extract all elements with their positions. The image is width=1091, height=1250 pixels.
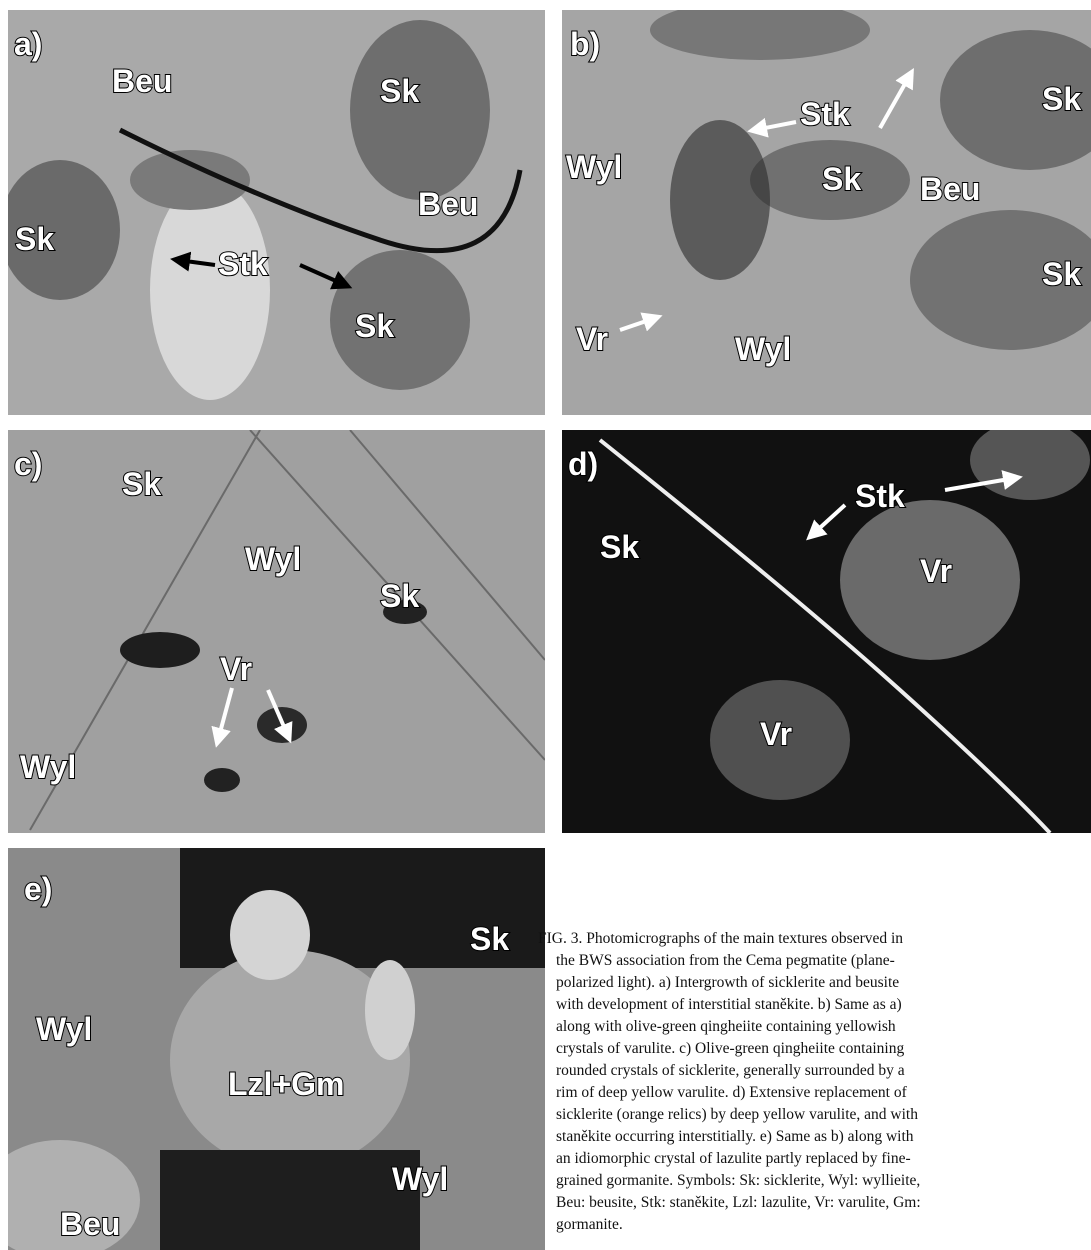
photo-c: [8, 430, 545, 833]
mineral-label: Stk: [218, 246, 268, 282]
mineral-label: Sk: [822, 161, 861, 197]
mineral-label: Vr: [220, 651, 252, 687]
caption-line: staněkite occurring interstitially. e) S…: [556, 1128, 914, 1145]
caption-line: grained gormanite. Symbols: Sk: sickleri…: [556, 1172, 920, 1189]
mineral-label: Vr: [760, 716, 792, 752]
caption-line: the BWS association from the Cema pegmat…: [556, 952, 895, 969]
caption-line: with development of interstitial staněki…: [556, 996, 902, 1013]
mineral-label: Sk: [1042, 256, 1081, 292]
mineral-label: Wyl: [735, 331, 791, 367]
mineral-label: Wyl: [392, 1161, 448, 1197]
mineral-label: Sk: [380, 73, 419, 109]
mineral-label: Sk: [380, 578, 419, 614]
caption-line: Beu: beusite, Stk: staněkite, Lzl: lazul…: [556, 1194, 921, 1211]
mineral-label: Sk: [470, 921, 509, 957]
mineral-label: Sk: [355, 308, 394, 344]
caption-line: polarized light). a) Intergrowth of sick…: [556, 974, 899, 991]
mineral-label: Wyl: [245, 541, 301, 577]
mineral-label: Sk: [15, 221, 54, 257]
photo-e: [0, 848, 545, 1250]
panel-letter: c): [14, 446, 42, 482]
caption-line: rim of deep yellow varulite. d) Extensiv…: [556, 1084, 908, 1101]
caption-line: FIG. 3. Photomicrographs of the main tex…: [538, 930, 903, 947]
caption-line: an idiomorphic crystal of lazulite partl…: [556, 1150, 911, 1167]
panel-letter: d): [568, 446, 598, 482]
figure: a) b) c) d) e) Beu Sk Beu Sk Stk Sk Stk …: [0, 0, 1091, 1250]
panel-letter: a): [14, 26, 42, 62]
mineral-label: Stk: [855, 478, 905, 514]
caption-line: gormanite.: [556, 1216, 623, 1233]
panel-letter: e): [24, 871, 52, 907]
mineral-label: Wyl: [20, 749, 76, 785]
mineral-label: Vr: [920, 553, 952, 589]
mineral-label: Beu: [60, 1206, 120, 1242]
caption-line: along with olive-green qingheiite contai…: [556, 1018, 896, 1035]
panel-letter: b): [570, 26, 600, 62]
photo-d: [562, 420, 1091, 833]
photo-b: [562, 0, 1091, 415]
mineral-label: Vr: [576, 321, 608, 357]
caption-line: sicklerite (orange relics) by deep yello…: [556, 1106, 918, 1123]
mineral-label: Beu: [920, 171, 980, 207]
caption-line: crystals of varulite. c) Olive-green qin…: [556, 1040, 904, 1057]
mineral-label: Sk: [1042, 81, 1081, 117]
mineral-label: Stk: [800, 96, 850, 132]
mineral-label: Wyl: [566, 149, 622, 185]
mineral-label: Lzl+Gm: [228, 1066, 344, 1102]
caption-line: rounded crystals of sicklerite, generall…: [556, 1062, 905, 1079]
mineral-label: Sk: [122, 466, 161, 502]
mineral-label: Beu: [418, 186, 478, 222]
mineral-label: Sk: [600, 529, 639, 565]
mineral-label: Beu: [112, 63, 172, 99]
mineral-label: Wyl: [36, 1011, 92, 1047]
caption: FIG. 3. Photomicrographs of the main tex…: [538, 930, 921, 1233]
